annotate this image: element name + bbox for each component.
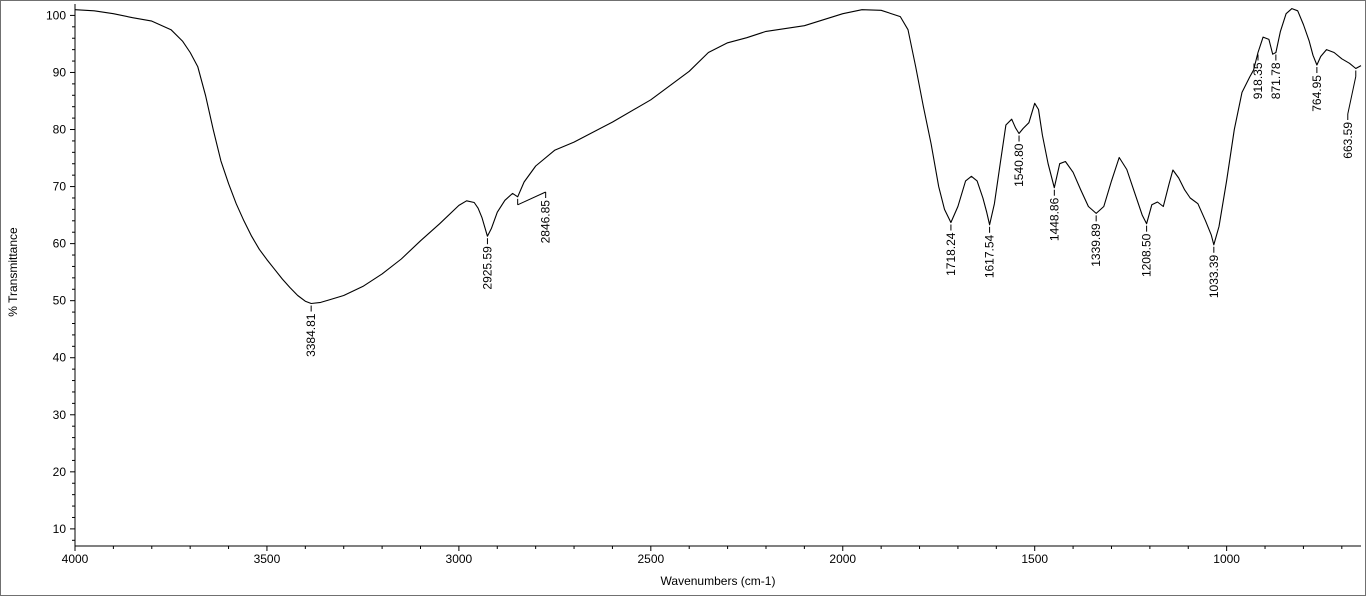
peak-label-group: 1540.80 xyxy=(1012,135,1026,187)
peak-label-group: 2925.59 xyxy=(480,238,494,290)
peak-label-group: 1617.54 xyxy=(983,226,997,278)
peak-label-group: 764.95 xyxy=(1310,67,1324,112)
peak-label-group: 1718.24 xyxy=(944,224,958,276)
peak-label-group: 918.35 xyxy=(1251,54,1265,99)
y-tick-label: 80 xyxy=(53,123,67,137)
peak-label-group: 3384.81 xyxy=(304,305,318,357)
x-tick-label: 4000 xyxy=(62,552,89,566)
spectrum-line xyxy=(74,8,1362,305)
peak-label: 1448.86 xyxy=(1047,197,1061,241)
x-tick-label: 2000 xyxy=(829,552,856,566)
spectrum-series xyxy=(74,8,1362,305)
y-tick-label: 10 xyxy=(53,522,67,536)
peak-label: 1718.24 xyxy=(944,232,958,276)
y-tick-label: 30 xyxy=(53,408,67,422)
peak-label: 3384.81 xyxy=(304,313,318,357)
x-tick-label: 2500 xyxy=(637,552,664,566)
peak-label-group: 2846.85 xyxy=(517,191,553,244)
peak-label: 663.59 xyxy=(1341,122,1355,159)
peak-label: 2846.85 xyxy=(539,200,553,244)
y-tick-label: 60 xyxy=(53,237,67,251)
peak-label: 764.95 xyxy=(1310,75,1324,112)
peak-label: 1617.54 xyxy=(983,234,997,278)
peak-leader xyxy=(1347,76,1357,115)
x-axis-title: Wavenumbers (cm-1) xyxy=(661,574,776,588)
x-tick-label: 3500 xyxy=(254,552,281,566)
peak-label: 2925.59 xyxy=(480,246,494,290)
peak-label: 871.78 xyxy=(1269,62,1283,99)
peak-label: 1540.80 xyxy=(1012,143,1026,187)
x-tick-label: 1000 xyxy=(1213,552,1240,566)
axis-ticks: 4000 3500 3000 2500 2000 1500 1000 10 20 30 40 50 60… xyxy=(46,8,1343,566)
peak-label: 1033.39 xyxy=(1207,254,1221,298)
peak-label-group: 1033.39 xyxy=(1207,246,1221,298)
y-tick-label: 20 xyxy=(53,465,67,479)
peak-label-group: 1208.50 xyxy=(1140,225,1154,277)
y-tick-label: 40 xyxy=(53,351,67,365)
peak-label-group: 1448.86 xyxy=(1047,189,1061,241)
y-tick-label: 90 xyxy=(53,65,67,79)
peak-label-group: 871.78 xyxy=(1269,54,1283,99)
peak-leader xyxy=(517,191,546,206)
x-tick-label: 1500 xyxy=(1021,552,1048,566)
axes xyxy=(74,4,1361,547)
peak-label: 1339.89 xyxy=(1089,223,1103,267)
x-tick-label: 3000 xyxy=(446,552,473,566)
y-tick-label: 100 xyxy=(46,8,66,22)
peak-annotations: 3384.81 2925.59 2846.85 1718.24 1617.54 1540.… xyxy=(304,54,1357,357)
y-tick-label: 50 xyxy=(53,294,67,308)
peak-label: 1208.50 xyxy=(1140,233,1154,277)
peak-label-group: 1339.89 xyxy=(1089,215,1103,267)
peak-label-group: 663.59 xyxy=(1341,70,1357,159)
y-axis-title: % Transmittance xyxy=(6,227,20,317)
peak-label: 918.35 xyxy=(1251,62,1265,99)
y-tick-label: 70 xyxy=(53,180,67,194)
